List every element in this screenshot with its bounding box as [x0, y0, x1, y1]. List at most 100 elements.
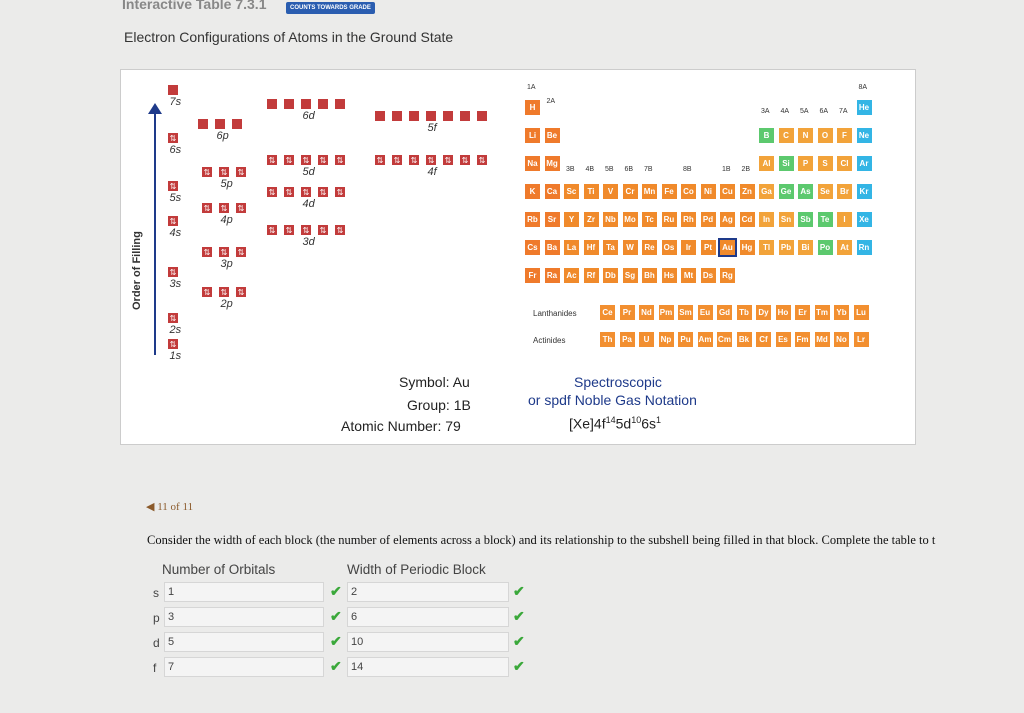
element-no[interactable]: No [834, 332, 849, 347]
element-sn[interactable]: Sn [778, 212, 794, 227]
element-ho[interactable]: Ho [775, 305, 791, 320]
element-nd[interactable]: Nd [639, 305, 654, 320]
element-fr[interactable]: Fr [525, 268, 540, 283]
element-pr[interactable]: Pr [619, 305, 635, 320]
element-li[interactable]: Li [525, 128, 540, 143]
element-rf[interactable]: Rf [583, 268, 599, 283]
element-ba[interactable]: Ba [544, 240, 560, 255]
element-pt[interactable]: Pt [700, 240, 716, 255]
element-eu[interactable]: Eu [697, 305, 713, 320]
element-sm[interactable]: Sm [678, 305, 693, 320]
element-db[interactable]: Db [603, 268, 618, 283]
element-o[interactable]: O [817, 128, 833, 143]
element-am[interactable]: Am [697, 332, 713, 347]
element-bi[interactable]: Bi [798, 240, 813, 255]
element-xe[interactable]: Xe [856, 212, 872, 227]
element-nb[interactable]: Nb [603, 212, 618, 227]
element-lr[interactable]: Lr [853, 332, 869, 347]
element-pb[interactable]: Pb [778, 240, 794, 255]
element-rb[interactable]: Rb [525, 212, 540, 227]
element-es[interactable]: Es [775, 332, 791, 347]
pager[interactable]: ◀ 11 of 11 [146, 500, 193, 513]
element-ru[interactable]: Ru [661, 212, 677, 227]
element-mt[interactable]: Mt [681, 268, 696, 283]
element-hg[interactable]: Hg [739, 240, 755, 255]
element-bh[interactable]: Bh [642, 268, 657, 283]
element-cr[interactable]: Cr [622, 184, 638, 199]
prev-arrow-icon[interactable]: ◀ [146, 501, 155, 513]
element-at[interactable]: At [837, 240, 852, 255]
element-al[interactable]: Al [759, 156, 774, 171]
orbitals-input[interactable]: 1 [164, 582, 324, 602]
element-ne[interactable]: Ne [856, 128, 872, 143]
element-th[interactable]: Th [600, 332, 615, 347]
element-c[interactable]: C [778, 128, 794, 143]
element-p[interactable]: P [798, 156, 813, 171]
element-br[interactable]: Br [837, 184, 852, 199]
element-cu[interactable]: Cu [720, 184, 735, 199]
element-si[interactable]: Si [778, 156, 794, 171]
element-ce[interactable]: Ce [600, 305, 615, 320]
element-dy[interactable]: Dy [756, 305, 771, 320]
element-po[interactable]: Po [817, 240, 833, 255]
element-gd[interactable]: Gd [717, 305, 732, 320]
element-md[interactable]: Md [814, 332, 830, 347]
element-ti[interactable]: Ti [583, 184, 599, 199]
width-input[interactable]: 2 [347, 582, 509, 602]
element-ds[interactable]: Ds [700, 268, 716, 283]
element-cm[interactable]: Cm [717, 332, 732, 347]
element-ca[interactable]: Ca [544, 184, 560, 199]
element-y[interactable]: Y [564, 212, 579, 227]
element-sr[interactable]: Sr [544, 212, 560, 227]
element-v[interactable]: V [603, 184, 618, 199]
element-os[interactable]: Os [661, 240, 677, 255]
width-input[interactable]: 6 [347, 607, 509, 627]
element-mo[interactable]: Mo [622, 212, 638, 227]
element-i[interactable]: I [837, 212, 852, 227]
element-k[interactable]: K [525, 184, 540, 199]
element-cd[interactable]: Cd [739, 212, 755, 227]
element-bk[interactable]: Bk [736, 332, 752, 347]
element-sc[interactable]: Sc [564, 184, 579, 199]
element-pu[interactable]: Pu [678, 332, 693, 347]
element-cf[interactable]: Cf [756, 332, 771, 347]
element-er[interactable]: Er [795, 305, 810, 320]
element-s[interactable]: S [817, 156, 833, 171]
element-ga[interactable]: Ga [759, 184, 774, 199]
element-yb[interactable]: Yb [834, 305, 849, 320]
element-ir[interactable]: Ir [681, 240, 696, 255]
width-input[interactable]: 10 [347, 632, 509, 652]
element-rh[interactable]: Rh [681, 212, 696, 227]
element-ni[interactable]: Ni [700, 184, 716, 199]
element-pm[interactable]: Pm [658, 305, 674, 320]
element-zn[interactable]: Zn [739, 184, 755, 199]
element-in[interactable]: In [759, 212, 774, 227]
element-rg[interactable]: Rg [720, 268, 735, 283]
orbitals-input[interactable]: 5 [164, 632, 324, 652]
element-u[interactable]: U [639, 332, 654, 347]
element-kr[interactable]: Kr [856, 184, 872, 199]
element-te[interactable]: Te [817, 212, 833, 227]
element-se[interactable]: Se [817, 184, 833, 199]
orbitals-input[interactable]: 3 [164, 607, 324, 627]
element-ra[interactable]: Ra [544, 268, 560, 283]
element-ac[interactable]: Ac [564, 268, 579, 283]
element-rn[interactable]: Rn [856, 240, 872, 255]
element-co[interactable]: Co [681, 184, 696, 199]
element-as[interactable]: As [798, 184, 813, 199]
element-he[interactable]: He [856, 100, 872, 115]
element-w[interactable]: W [622, 240, 638, 255]
element-re[interactable]: Re [642, 240, 657, 255]
element-sb[interactable]: Sb [798, 212, 813, 227]
element-n[interactable]: N [798, 128, 813, 143]
element-cs[interactable]: Cs [525, 240, 540, 255]
element-np[interactable]: Np [658, 332, 674, 347]
element-be[interactable]: Be [544, 128, 560, 143]
element-pa[interactable]: Pa [619, 332, 635, 347]
element-tl[interactable]: Tl [759, 240, 774, 255]
element-fe[interactable]: Fe [661, 184, 677, 199]
element-au[interactable]: Au [718, 238, 737, 257]
element-cl[interactable]: Cl [837, 156, 852, 171]
element-b[interactable]: B [759, 128, 774, 143]
element-sg[interactable]: Sg [622, 268, 638, 283]
